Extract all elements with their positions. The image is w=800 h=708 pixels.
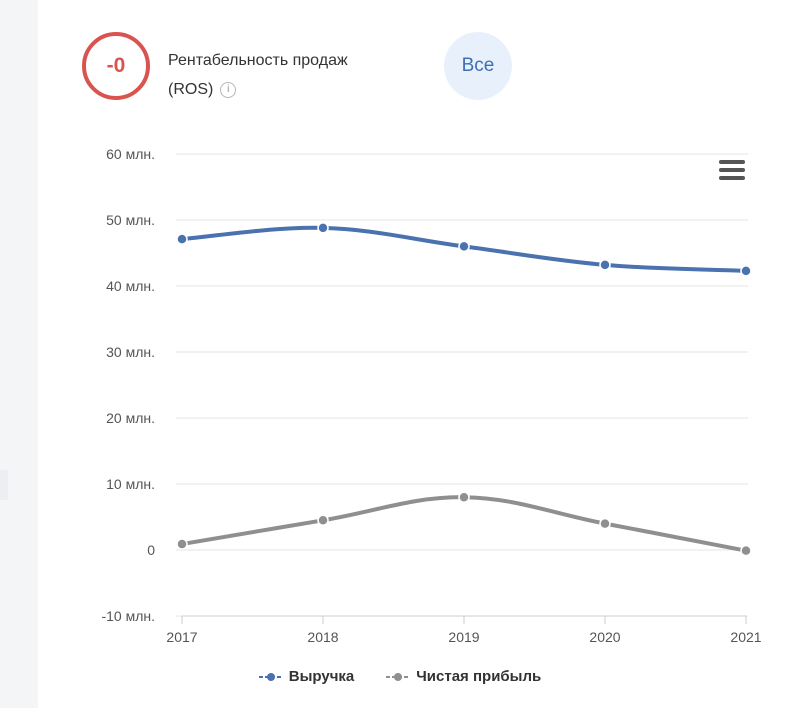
data-point-1 [740,265,752,277]
legend-label: Чистая прибыль [416,668,542,685]
x-tick-label: 2017 [166,629,197,645]
data-point-1 [458,240,470,253]
ros-title: Рентабельность продаж [168,52,348,69]
ros-indicator-value: -0 [106,54,126,77]
side-tab-notch [0,470,8,500]
x-tick-label: 2021 [730,629,761,645]
legend-item-2[interactable]: Чистая прибыль [386,668,541,685]
data-point-2 [740,544,752,557]
chart-legend: Выручка Чистая прибыль [0,668,800,685]
legend-marker-icon [258,672,283,682]
series-line-2 [180,495,748,553]
y-tick-label: 60 млн. [106,146,155,162]
y-tick-label: 30 млн. [106,344,155,360]
y-tick-label: 40 млн. [106,278,155,294]
data-point-2 [176,538,188,550]
data-point-2 [599,517,611,530]
legend-marker-icon [386,672,411,682]
legend-label: Выручка [288,668,355,685]
chart-card [38,0,800,708]
page-background-strip [0,0,38,708]
y-tick-label: 50 млн. [106,212,155,228]
data-point-2 [317,514,329,527]
filter-all-button[interactable]: Все [444,32,512,100]
legend-item-1[interactable]: Выручка [258,668,355,685]
x-tick-label: 2019 [448,629,479,645]
hamburger-menu-icon[interactable] [719,160,745,182]
data-point-2 [458,491,470,503]
y-tick-label: -10 млн. [101,608,155,624]
y-tick-label: 0 [147,542,155,558]
info-icon[interactable]: i [220,82,237,98]
data-point-1 [317,222,329,234]
x-tick-label: 2020 [589,629,620,645]
y-tick-label: 20 млн. [106,410,155,426]
ros-subtitle: (ROS) [168,81,214,98]
x-tick-label: 2018 [307,629,338,645]
data-point-1 [176,233,188,245]
ros-indicator-circle: -0 [82,32,150,100]
y-tick-label: 10 млн. [106,476,155,492]
data-point-1 [599,259,611,271]
ros-subtitle-row: (ROS) i [168,80,237,100]
